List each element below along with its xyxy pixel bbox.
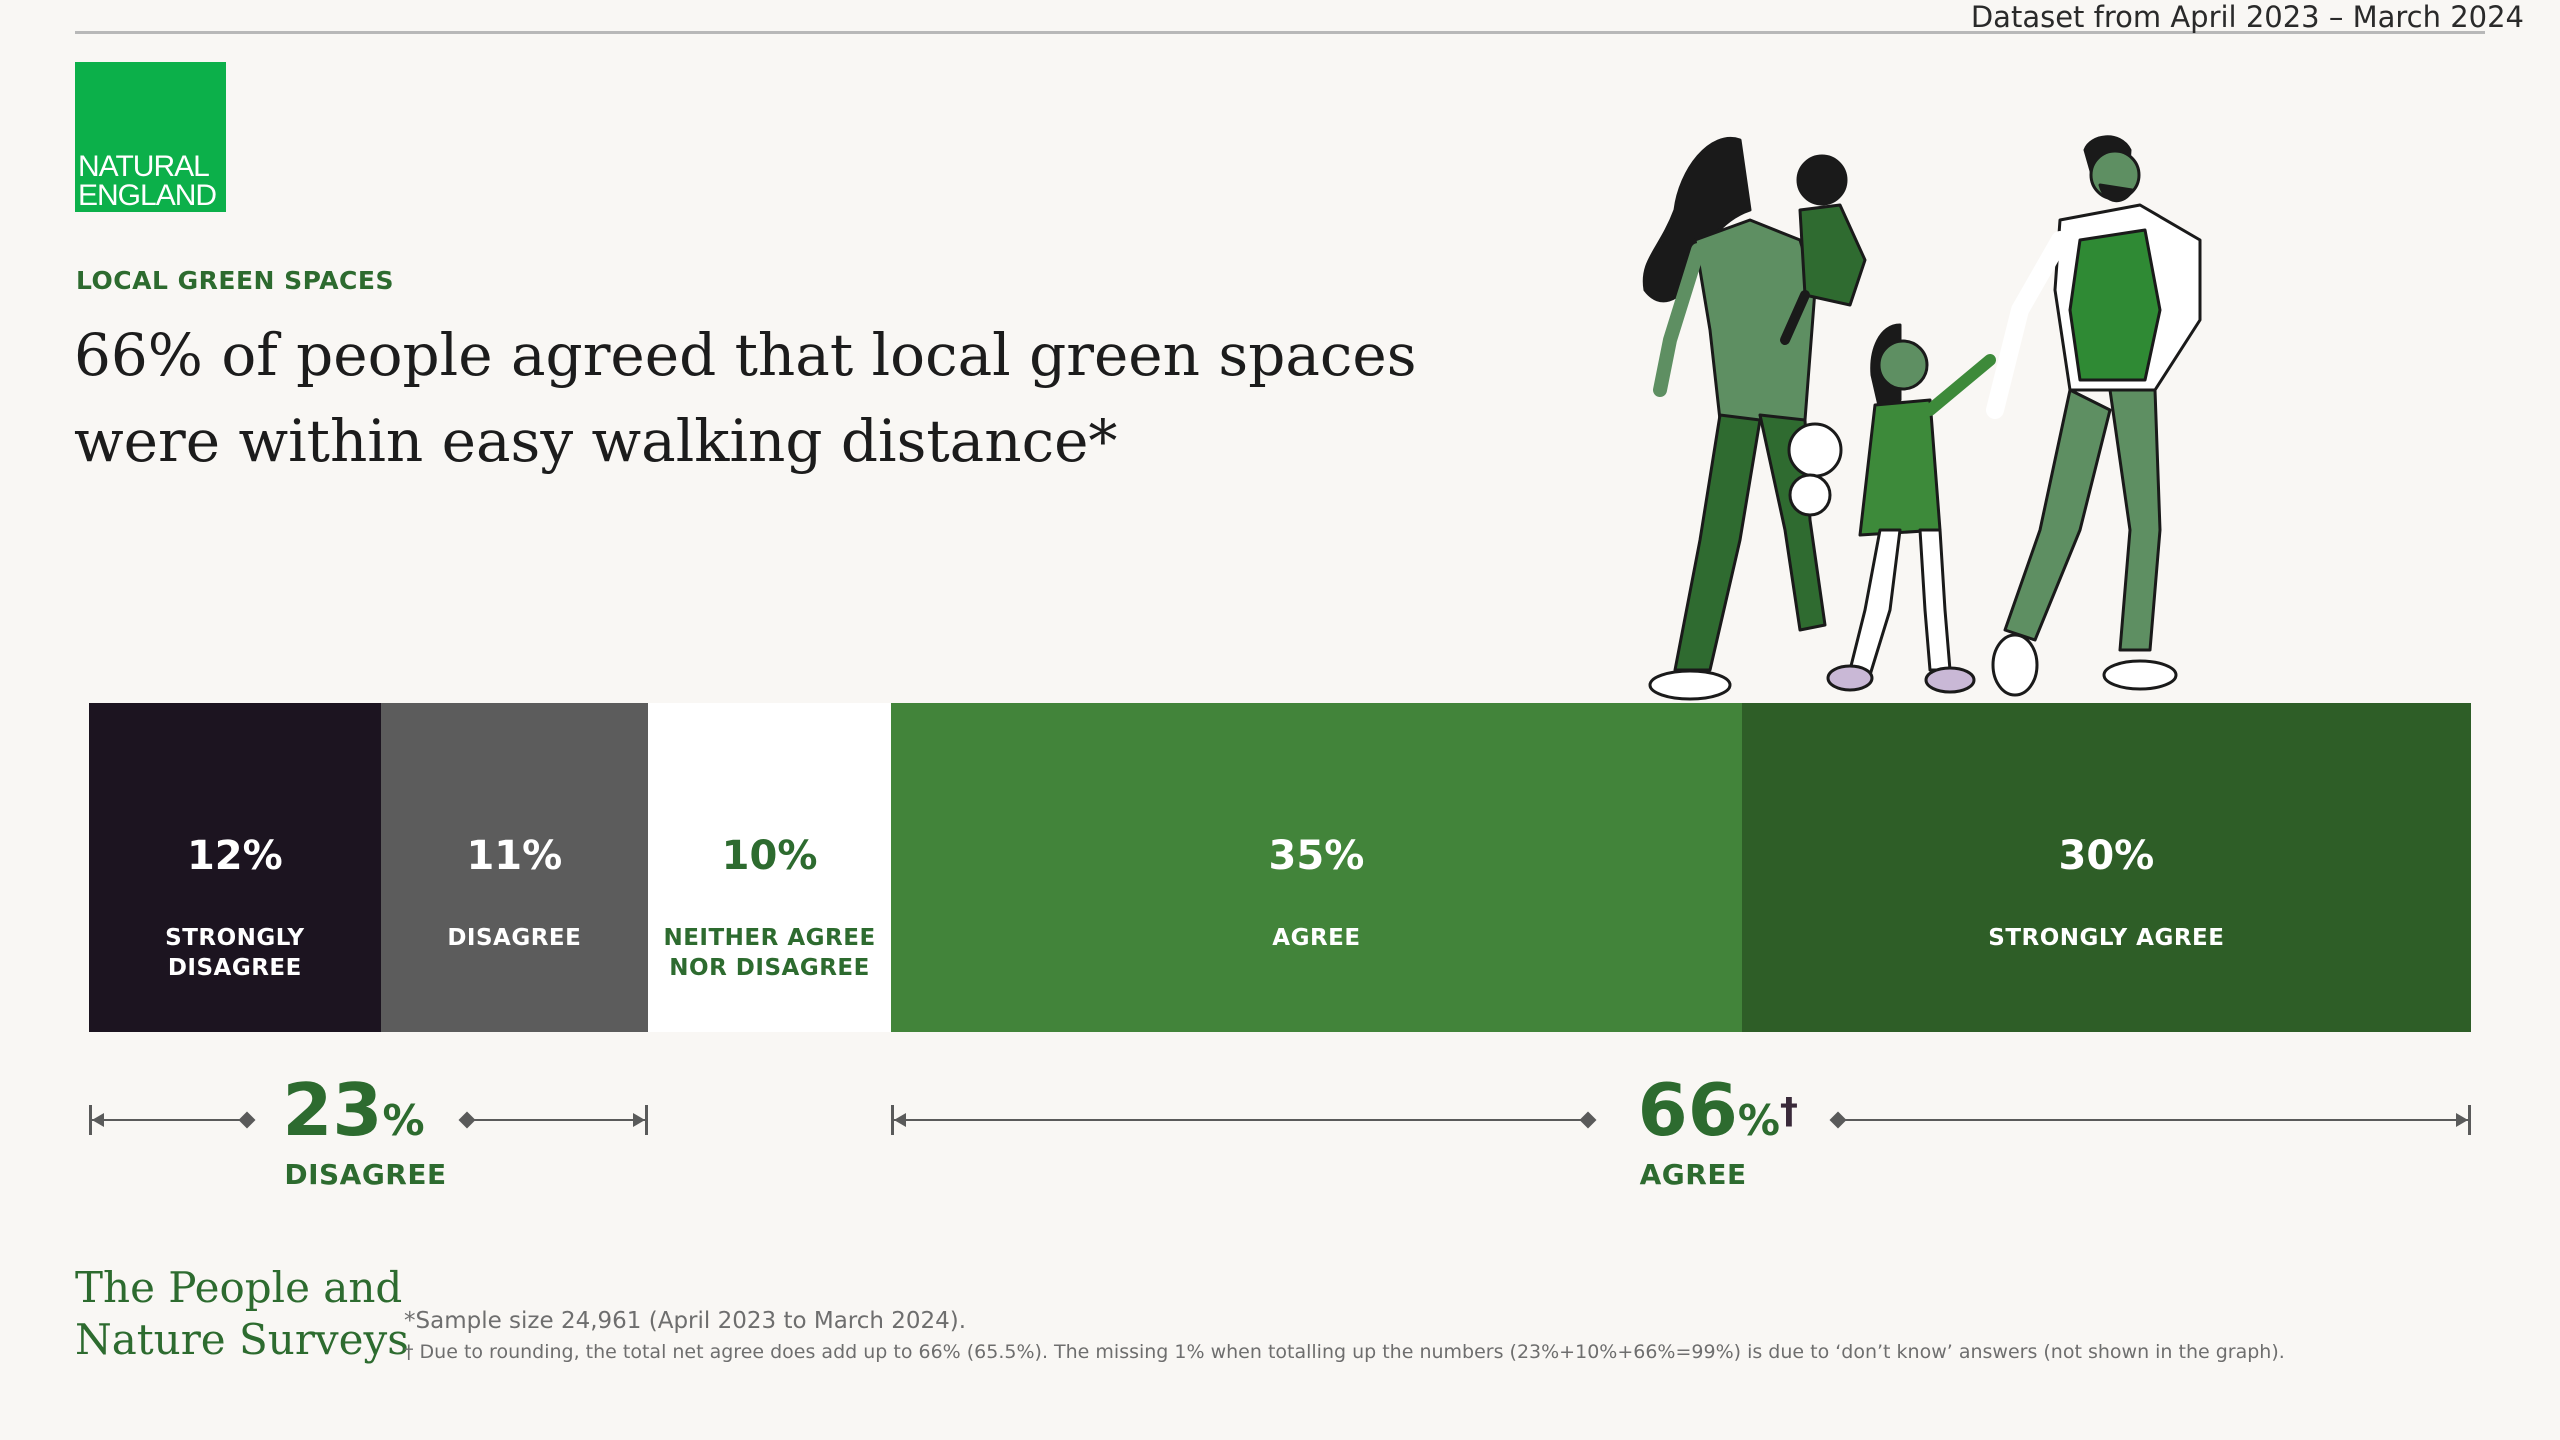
range-dot-right — [1829, 1111, 1847, 1129]
bar-segment-strongly-disagree: 12% STRONGLY DISAGREE — [89, 703, 381, 1032]
segment-category-label: DISAGREE — [447, 925, 582, 951]
range-tick-right — [2467, 1105, 2471, 1135]
bar-segment-neither-agree-nor-disagree: 10% NEITHER AGREE NOR DISAGREE — [648, 703, 892, 1032]
range-disagree — [89, 1105, 649, 1135]
summary-label-agree: AGREE — [1639, 1158, 1747, 1191]
range-tick-right — [645, 1105, 649, 1135]
segment-category-label: STRONGLY DISAGREE — [165, 925, 305, 981]
bar-segment-strongly-agree: 30% STRONGLY AGREE — [1741, 703, 2471, 1032]
bar-segment-agree: 35% AGREE — [891, 703, 1742, 1032]
segment-category-label: AGREE — [1272, 925, 1361, 951]
range-agree — [891, 1105, 2471, 1135]
summary-value-disagree: 23% — [282, 1068, 425, 1152]
natural-england-logo: NATURAL ENGLAND — [75, 62, 226, 212]
range-dot-left — [1579, 1111, 1597, 1129]
range-line-left — [894, 1119, 1588, 1121]
range-line-right — [1837, 1119, 2468, 1121]
range-line-left — [92, 1119, 248, 1121]
top-rule — [75, 31, 2485, 34]
summary-value-agree: 66%† — [1637, 1068, 1798, 1152]
page-title: 66% of people agreed that local green sp… — [74, 321, 1417, 475]
bar-segment-disagree: 11% DISAGREE — [380, 703, 649, 1032]
footnote-rounding: † Due to rounding, the total net agree d… — [404, 1341, 2285, 1363]
range-tick-left — [89, 1105, 92, 1135]
section-kicker: LOCAL GREEN SPACES — [76, 266, 394, 295]
segment-value-label: 35% — [1268, 833, 1365, 879]
summary-label-disagree: DISAGREE — [284, 1158, 447, 1191]
range-dot-right — [458, 1111, 476, 1129]
range-dot-left — [238, 1111, 256, 1129]
footnote-sample-size: *Sample size 24,961 (April 2023 to March… — [404, 1308, 967, 1334]
segment-category-label: STRONGLY AGREE — [1988, 925, 2225, 951]
dataset-range: Dataset from April 2023 – March 2024 — [1970, 0, 2524, 34]
range-line-right — [467, 1119, 646, 1121]
segment-value-label: 11% — [466, 833, 563, 879]
segment-value-label: 30% — [2058, 833, 2155, 879]
range-tick-left — [891, 1105, 895, 1135]
stacked-bar: 12% STRONGLY DISAGREE 11% DISAGREE 10% NEITHER… — [89, 703, 2471, 1032]
segment-value-label: 12% — [186, 833, 283, 879]
survey-brand: The People and Nature Surveys — [75, 1263, 409, 1364]
segment-category-label: NEITHER AGREE NOR DISAGREE — [663, 925, 876, 981]
segment-value-label: 10% — [721, 833, 818, 879]
family-walking-illustration — [1642, 135, 2202, 701]
